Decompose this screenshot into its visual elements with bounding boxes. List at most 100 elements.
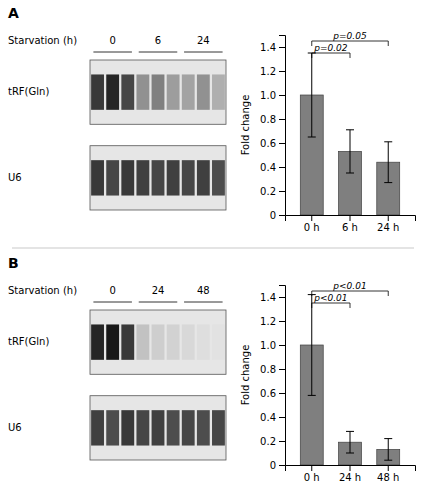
plot-marks (300, 53, 399, 215)
blot-band (106, 324, 119, 359)
p-bracket-line (311, 41, 312, 46)
x-tick-mark (311, 215, 312, 221)
blot-band (167, 410, 180, 445)
y-tick-mark (279, 297, 285, 298)
y-tick-label: 0 (270, 460, 276, 471)
blot-panel: BStarvation (h)02448tRF(Gln)U6 (8, 255, 226, 460)
blot-band (212, 410, 225, 445)
y-axis-line (279, 286, 286, 466)
error-bar-cap (346, 453, 354, 454)
x-tick: 48 h (377, 465, 399, 483)
p-value-label: p<0.01 (313, 293, 347, 303)
blot-band (197, 160, 210, 195)
p-value-label: p=0.05 (332, 31, 367, 41)
x-tick: 24 h (339, 465, 361, 483)
y-tick-mark (279, 465, 285, 466)
error-bar (346, 431, 354, 453)
row-label: tRF(Gln) (8, 336, 49, 347)
error-bar (308, 53, 316, 137)
y-tick-label: 0 (270, 210, 276, 221)
error-bar-stem (388, 439, 389, 461)
group-overline (93, 52, 132, 53)
x-tick-mark (350, 465, 351, 471)
blot-band (136, 324, 149, 359)
y-tick: 1.0 (260, 90, 285, 101)
y-tick-mark (279, 47, 285, 48)
y-tick-label: 0.2 (260, 186, 276, 197)
blot-band (167, 74, 180, 109)
group-label: 0 (109, 285, 115, 296)
x-axis: 0 h6 h24 h (286, 215, 416, 233)
blot-band (182, 74, 195, 109)
group-overline (93, 302, 132, 303)
x-tick: 0 h (304, 465, 320, 483)
y-tick-mark (279, 393, 285, 394)
y-tick: 1.2 (260, 316, 285, 327)
blot-band (182, 324, 195, 359)
y-tick-label: 0.4 (260, 162, 276, 173)
y-tick-label: 1.0 (260, 90, 276, 101)
y-tick: 0 (270, 460, 285, 471)
row-label: U6 (8, 422, 22, 433)
error-bar-stem (388, 142, 389, 183)
y-tick: 0.6 (260, 388, 285, 399)
p-bracket: p=0.02 (312, 43, 350, 58)
error-bar-cap (384, 182, 392, 183)
y-tick-label: 0.4 (260, 412, 276, 423)
y-tick: 0.2 (260, 186, 285, 197)
p-bracket-line (388, 291, 389, 296)
blot-band (121, 410, 134, 445)
x-tick-mark (388, 215, 389, 221)
error-bar-cap (384, 460, 392, 461)
y-tick-mark (279, 95, 285, 96)
y-tick-label: 0.6 (260, 388, 276, 399)
x-tick-label: 0 h (304, 222, 320, 233)
p-bracket-line (311, 291, 312, 296)
row-label: U6 (8, 172, 22, 183)
y-tick-mark (279, 71, 285, 72)
y-tick-mark (279, 369, 285, 370)
p-value-label: p=0.02 (313, 43, 348, 53)
group-overline (184, 302, 223, 303)
error-bar-cap (384, 141, 392, 142)
p-bracket: p=0.05 (312, 31, 388, 46)
y-tick-label: 1.2 (260, 66, 276, 77)
blot-band (91, 324, 104, 359)
x-axis-line (286, 216, 416, 222)
x-tick: 6 h (342, 215, 358, 233)
blot-band (197, 74, 210, 109)
y-tick: 0.8 (260, 114, 285, 125)
y-axis: 00.20.40.60.81.01.21.4 (260, 36, 285, 221)
blot-panel: AStarvation (h)0624tRF(Gln)U6 (8, 5, 226, 210)
figure: AStarvation (h)0624tRF(Gln)U6 0 0.2 0.4 0.6 0… (0, 0, 426, 500)
p-bracket-line (388, 41, 389, 46)
blot-box (90, 310, 226, 374)
blot-box (90, 60, 226, 124)
blot-box (90, 396, 226, 460)
error-bar-stem (350, 130, 351, 173)
blot-band (136, 160, 149, 195)
plot-marks (300, 295, 399, 465)
group-label: 24 (197, 35, 210, 46)
x-tick-label: 24 h (339, 472, 361, 483)
blot-band (167, 324, 180, 359)
blot-band (182, 160, 195, 195)
error-bar (384, 142, 392, 183)
blot-band (136, 74, 149, 109)
y-tick-label: 1.0 (260, 340, 276, 351)
x-axis: 0 h 24 h 48 h (286, 465, 416, 483)
panel-label: B (8, 255, 19, 271)
blot-band (212, 160, 225, 195)
error-bar-cap (384, 438, 392, 439)
blot-band (152, 410, 165, 445)
x-tick-mark (388, 465, 389, 471)
blot-box (90, 146, 226, 210)
y-tick-mark (279, 167, 285, 168)
panel-label: A (8, 5, 19, 21)
x-tick-label: 0 h (304, 472, 320, 483)
blot-band (106, 74, 119, 109)
y-tick-label: 1.4 (260, 42, 276, 53)
group-label: 24 (152, 285, 165, 296)
y-tick-mark (279, 191, 285, 192)
p-bracket-line (350, 303, 351, 308)
